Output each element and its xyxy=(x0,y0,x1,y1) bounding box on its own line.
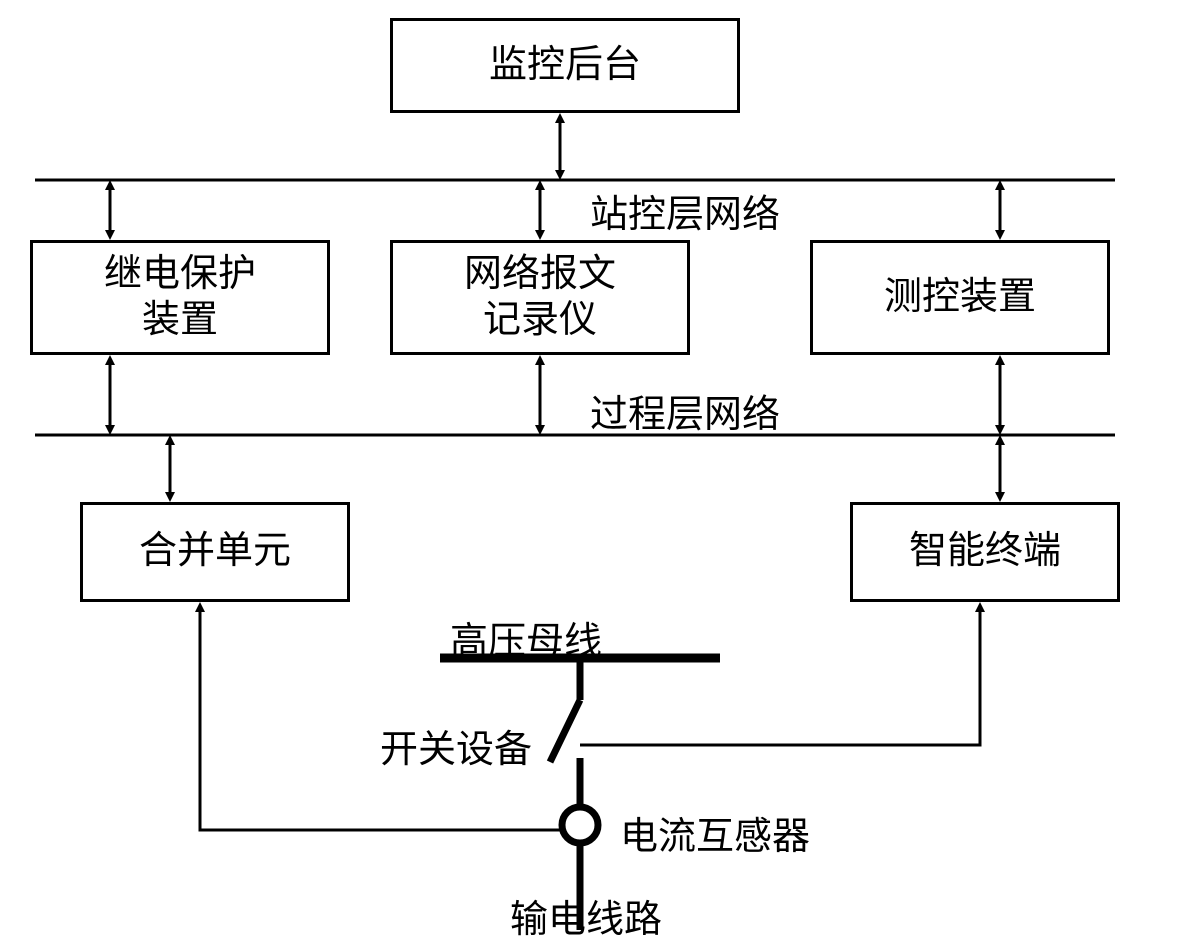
process-layer-label: 过程层网络 xyxy=(590,383,780,438)
current-transformer-label: 电流互感器 xyxy=(620,805,810,860)
station-layer-label: 站控层网络 xyxy=(590,183,780,238)
relay-protection-label2: 装置 xyxy=(142,298,218,344)
ct-circle xyxy=(562,807,598,843)
smart-terminal-box: 智能终端 xyxy=(850,502,1120,602)
relay-protection-box: 继电保护 装置 xyxy=(30,240,330,355)
network-recorder-box: 网络报文 记录仪 xyxy=(390,240,690,355)
hv-bus-label: 高压母线 xyxy=(450,610,602,665)
measurement-ctrl-label: 测控装置 xyxy=(884,275,1036,321)
monitoring-backend-box: 监控后台 xyxy=(390,18,740,113)
relay-protection-label1: 继电保护 xyxy=(104,252,256,298)
monitoring-backend-label: 监控后台 xyxy=(489,43,641,89)
merging-unit-label: 合并单元 xyxy=(139,529,291,575)
smart-terminal-label: 智能终端 xyxy=(909,529,1061,575)
measurement-ctrl-box: 测控装置 xyxy=(810,240,1110,355)
switch-to-terminal xyxy=(580,607,980,745)
merging-unit-box: 合并单元 xyxy=(80,502,350,602)
network-recorder-label2: 记录仪 xyxy=(483,298,597,344)
diagram-svg xyxy=(0,0,1177,938)
switch-blade xyxy=(550,700,580,762)
switch-device-label: 开关设备 xyxy=(380,718,532,773)
network-recorder-label1: 网络报文 xyxy=(464,252,616,298)
transmission-line-label: 输电线路 xyxy=(510,888,662,943)
